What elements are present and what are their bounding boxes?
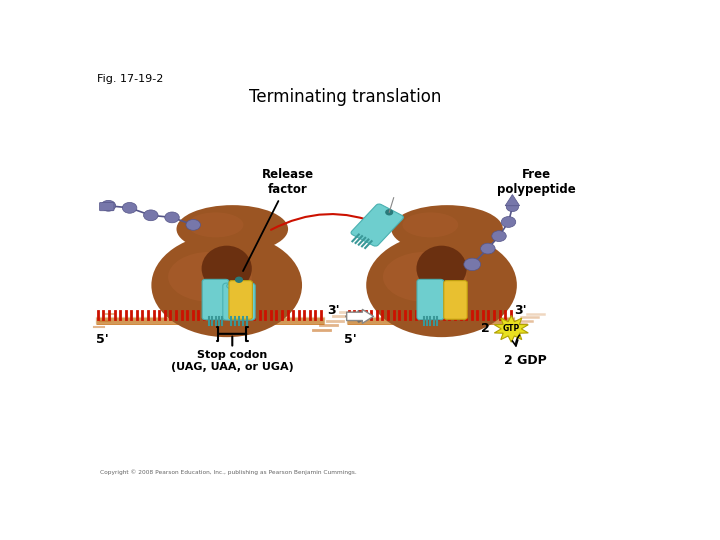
Circle shape [101, 200, 116, 211]
Text: 3': 3' [514, 304, 527, 318]
Ellipse shape [227, 282, 251, 290]
FancyBboxPatch shape [202, 279, 229, 320]
Polygon shape [505, 194, 520, 206]
FancyBboxPatch shape [351, 204, 403, 246]
Circle shape [143, 210, 158, 221]
Ellipse shape [202, 246, 252, 292]
FancyBboxPatch shape [417, 279, 444, 320]
Circle shape [492, 231, 506, 241]
FancyBboxPatch shape [222, 283, 255, 320]
Text: 5': 5' [96, 333, 108, 346]
Circle shape [122, 202, 137, 213]
Circle shape [386, 210, 392, 215]
Ellipse shape [188, 212, 243, 238]
Text: 3': 3' [327, 304, 340, 318]
FancyBboxPatch shape [444, 281, 467, 319]
Text: Copyright © 2008 Pearson Education, Inc., publishing as Pearson Benjamin Cumming: Copyright © 2008 Pearson Education, Inc.… [100, 469, 357, 475]
Text: 2 GDP: 2 GDP [504, 354, 546, 367]
Text: 5': 5' [344, 333, 357, 346]
Ellipse shape [392, 205, 503, 253]
Circle shape [186, 219, 200, 230]
Ellipse shape [176, 205, 288, 253]
FancyBboxPatch shape [99, 202, 114, 211]
Text: GTP: GTP [503, 325, 520, 333]
Polygon shape [495, 315, 528, 342]
Text: Free
polypeptide: Free polypeptide [497, 168, 576, 196]
Text: Release
factor: Release factor [243, 168, 314, 271]
Ellipse shape [416, 246, 467, 292]
Ellipse shape [168, 252, 252, 302]
Circle shape [235, 277, 243, 282]
Circle shape [464, 258, 481, 271]
Text: Stop codon
(UAG, UAA, or UGA): Stop codon (UAG, UAA, or UGA) [171, 350, 294, 372]
FancyArrowPatch shape [346, 309, 374, 323]
FancyBboxPatch shape [229, 281, 253, 319]
Text: 2: 2 [482, 321, 490, 334]
Circle shape [501, 217, 516, 227]
Circle shape [165, 212, 179, 223]
Text: Fig. 17-19-2: Fig. 17-19-2 [96, 74, 163, 84]
Circle shape [506, 202, 518, 212]
Ellipse shape [151, 233, 302, 337]
Ellipse shape [383, 252, 467, 302]
Ellipse shape [366, 233, 517, 337]
Circle shape [481, 243, 495, 254]
Text: Terminating translation: Terminating translation [249, 87, 441, 106]
Ellipse shape [402, 212, 458, 238]
